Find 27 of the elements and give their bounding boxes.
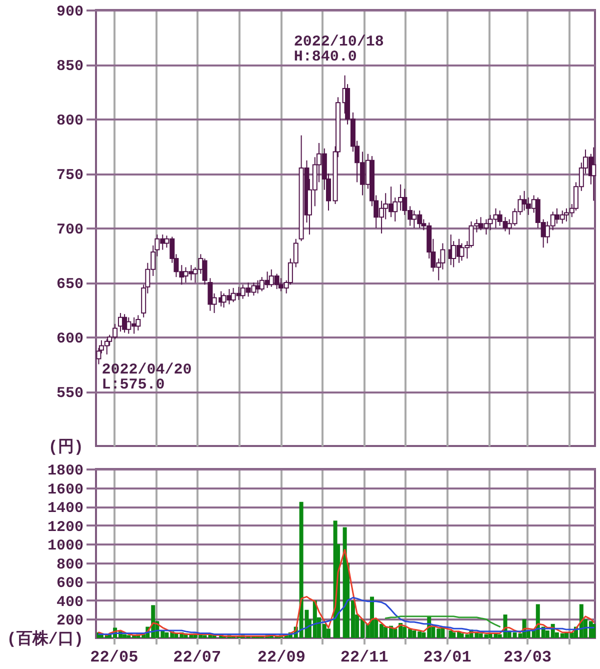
x-tick-label: 23/01 (423, 648, 472, 666)
y-tick-label: 1600 (47, 481, 84, 498)
y-tick-label: 800 (56, 112, 84, 130)
y-tick-label: 800 (56, 556, 84, 574)
y-tick-label: 850 (56, 58, 84, 75)
y-tick-label: 600 (56, 575, 84, 592)
y-tick-label: 200 (56, 612, 84, 630)
annotation: 2022/10/18 H:840.0 (294, 33, 384, 66)
y-tick-label: 600 (56, 330, 84, 348)
y-tick-label: 550 (56, 385, 84, 402)
x-tick-label: 22/07 (173, 648, 222, 666)
y-tick-label: 1200 (47, 518, 84, 536)
annotation: 2022/04/20 L:575.0 (102, 361, 192, 394)
y-tick-label: 1400 (47, 500, 84, 518)
x-tick-label: 23/03 (504, 648, 552, 666)
y-tick-label: 900 (56, 4, 84, 20)
x-tick-label: 22/09 (257, 648, 306, 666)
y-axis-title: (百株/口) (6, 630, 84, 648)
y-tick-label: 650 (56, 276, 84, 293)
y-tick-label: 1000 (47, 538, 84, 555)
y-tick-label: 400 (56, 594, 84, 611)
y-tick-label: 700 (56, 222, 84, 238)
x-tick-label: 22/05 (90, 648, 138, 666)
y-tick-label: 1800 (47, 462, 84, 480)
x-tick-label: 22/11 (340, 648, 388, 666)
y-axis-title: (円) (48, 438, 84, 456)
y-tick-label: 750 (56, 167, 84, 184)
